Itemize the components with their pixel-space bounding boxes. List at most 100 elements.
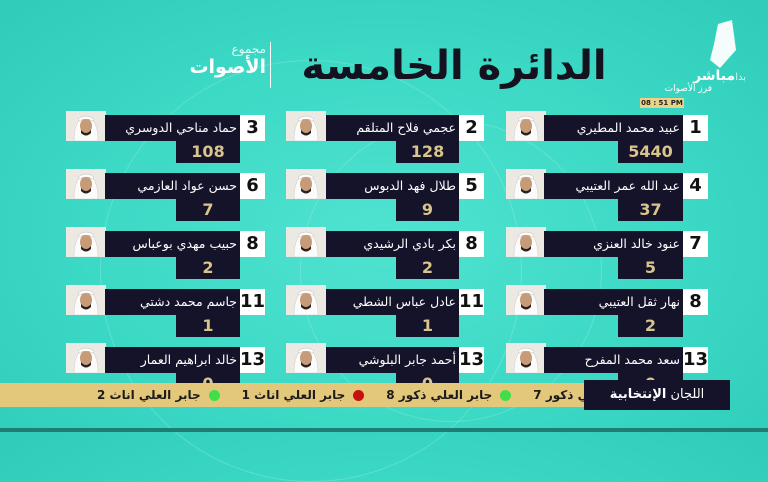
person-photo-icon — [506, 227, 546, 257]
candidate-name: عبد الله عمر العتيبي — [544, 173, 683, 199]
candidate-card: نهار ثقل العتيبي 8 2 — [506, 285, 708, 337]
ticker-item: جابر العلي ذكور 8 — [386, 383, 512, 407]
started-label: بدا — [735, 72, 746, 83]
candidate-rank: 2 — [459, 115, 484, 141]
person-photo-icon — [66, 285, 106, 315]
candidate-card: عجمي فلاح المتلقم 2 128 — [286, 111, 488, 163]
ticker-item: جابر العلي اناث 2 — [97, 383, 220, 407]
candidate-rank: 8 — [459, 231, 484, 257]
candidate-name: عبيد محمد المطيري — [544, 115, 683, 141]
candidate-photo — [506, 285, 546, 315]
candidate-votes: 37 — [618, 199, 683, 221]
page-title: الدائرة الخامسة — [301, 43, 607, 89]
candidate-card: بكر بادي الرشيدي 8 2 — [286, 227, 488, 279]
candidate-photo — [66, 343, 106, 373]
candidate-photo — [66, 285, 106, 315]
counting-label: فرز الأصوات — [664, 84, 712, 94]
candidate-rank: 8 — [240, 231, 265, 257]
person-photo-icon — [506, 285, 546, 315]
candidate-photo — [506, 169, 546, 199]
candidate-name: حماد مناحي الدوسري — [105, 115, 240, 141]
ticker-item: جابر العلي اناث 1 — [242, 383, 365, 407]
candidate-name: عنود خالد العنزي — [544, 231, 683, 257]
live-indicator: بدامباشر — [650, 68, 750, 84]
candidate-photo — [506, 227, 546, 257]
candidate-votes: 1 — [176, 315, 240, 337]
candidate-photo — [66, 227, 106, 257]
status-dot-icon — [500, 390, 512, 401]
candidate-card: عبد الله عمر العتيبي 4 37 — [506, 169, 708, 221]
candidate-card: طلال فهد الدبوس 5 9 — [286, 169, 488, 221]
candidate-name: طلال فهد الدبوس — [326, 173, 459, 199]
candidate-name: سعد محمد المفرح — [544, 347, 683, 373]
candidate-votes: 5 — [618, 257, 683, 279]
candidate-photo — [286, 111, 326, 141]
candidate-name: خالد ابراهيم العمار — [105, 347, 240, 373]
candidate-name: جاسم محمد دشتي — [105, 289, 240, 315]
status-dot-icon — [208, 390, 220, 401]
committees-label-light: اللجان — [670, 387, 705, 402]
person-photo-icon — [286, 111, 326, 141]
candidate-card: عادل عباس الشطي 11 1 — [286, 285, 488, 337]
candidate-votes: 128 — [396, 141, 459, 163]
candidate-name: بكر بادي الرشيدي — [326, 231, 459, 257]
candidate-name: نهار ثقل العتيبي — [544, 289, 683, 315]
candidate-name: عجمي فلاح المتلقم — [326, 115, 459, 141]
person-photo-icon — [286, 343, 326, 373]
candidate-rank: 6 — [240, 173, 265, 199]
clock: 08 : 51 PM — [640, 98, 684, 108]
person-photo-icon — [286, 169, 326, 199]
candidate-votes: 5440 — [618, 141, 683, 163]
candidate-rank: 13 — [459, 347, 484, 373]
person-photo-icon — [506, 343, 546, 373]
person-photo-icon — [506, 111, 546, 141]
total-label-small: مجموع — [231, 42, 266, 56]
channel-logo-icon — [710, 20, 736, 68]
candidate-name: حسن عواد العازمي — [105, 173, 240, 199]
candidate-rank: 13 — [240, 347, 265, 373]
ticker-item-text: جابر العلي ذكور 8 — [386, 388, 493, 402]
candidate-card: عنود خالد العنزي 7 5 — [506, 227, 708, 279]
candidate-rank: 11 — [459, 289, 484, 315]
candidate-votes: 2 — [176, 257, 240, 279]
candidate-rank: 4 — [683, 173, 708, 199]
candidate-name: حبيب مهدي بوعباس — [105, 231, 240, 257]
candidate-rank: 13 — [683, 347, 708, 373]
candidate-votes: 9 — [396, 199, 459, 221]
ticker-bar: العلي ذكور 7جابر العلي ذكور 8جابر العلي … — [0, 383, 600, 407]
candidate-card: أحمد جابر البلوشي 13 0 — [286, 343, 488, 395]
candidate-name: عادل عباس الشطي — [326, 289, 459, 315]
candidate-photo — [286, 285, 326, 315]
candidate-votes: 7 — [176, 199, 240, 221]
candidate-photo — [66, 169, 106, 199]
candidate-photo — [506, 343, 546, 373]
candidate-card: حسن عواد العازمي 6 7 — [66, 169, 268, 221]
committees-label-bold: الإنتخابية — [609, 387, 667, 402]
candidate-votes: 108 — [176, 141, 240, 163]
candidate-photo — [286, 227, 326, 257]
ticker-item-text: جابر العلي اناث 2 — [96, 388, 201, 402]
candidate-card: جاسم محمد دشتي 11 1 — [66, 285, 268, 337]
candidate-photo — [66, 111, 106, 141]
status-dot-icon — [353, 390, 365, 401]
live-label: مباشر — [693, 68, 736, 84]
candidate-rank: 7 — [683, 231, 708, 257]
candidate-photo — [506, 111, 546, 141]
candidate-card: حبيب مهدي بوعباس 8 2 — [66, 227, 268, 279]
person-photo-icon — [66, 343, 106, 373]
candidate-votes: 2 — [618, 315, 683, 337]
person-photo-icon — [506, 169, 546, 199]
candidate-card: حماد مناحي الدوسري 3 108 — [66, 111, 268, 163]
total-label-main: الأصوات — [189, 56, 266, 78]
candidate-rank: 5 — [459, 173, 484, 199]
candidate-rank: 11 — [240, 289, 265, 315]
candidate-rank: 1 — [683, 115, 708, 141]
candidate-card: عبيد محمد المطيري 1 5440 — [506, 111, 708, 163]
candidate-name: أحمد جابر البلوشي — [326, 347, 459, 373]
candidate-photo — [286, 169, 326, 199]
candidate-photo — [286, 343, 326, 373]
person-photo-icon — [66, 111, 106, 141]
person-photo-icon — [286, 285, 326, 315]
bottom-border — [0, 428, 768, 432]
candidate-rank: 3 — [240, 115, 265, 141]
